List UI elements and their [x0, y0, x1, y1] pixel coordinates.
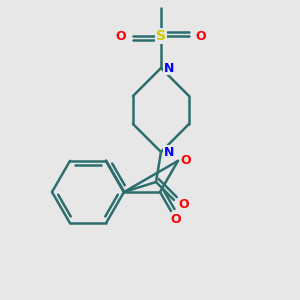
- Text: N: N: [164, 61, 174, 74]
- Text: N: N: [164, 146, 174, 158]
- Text: S: S: [156, 29, 166, 43]
- Text: O: O: [116, 29, 126, 43]
- Text: O: O: [196, 29, 206, 43]
- Text: O: O: [181, 154, 191, 167]
- Text: O: O: [171, 213, 181, 226]
- Text: O: O: [179, 199, 189, 212]
